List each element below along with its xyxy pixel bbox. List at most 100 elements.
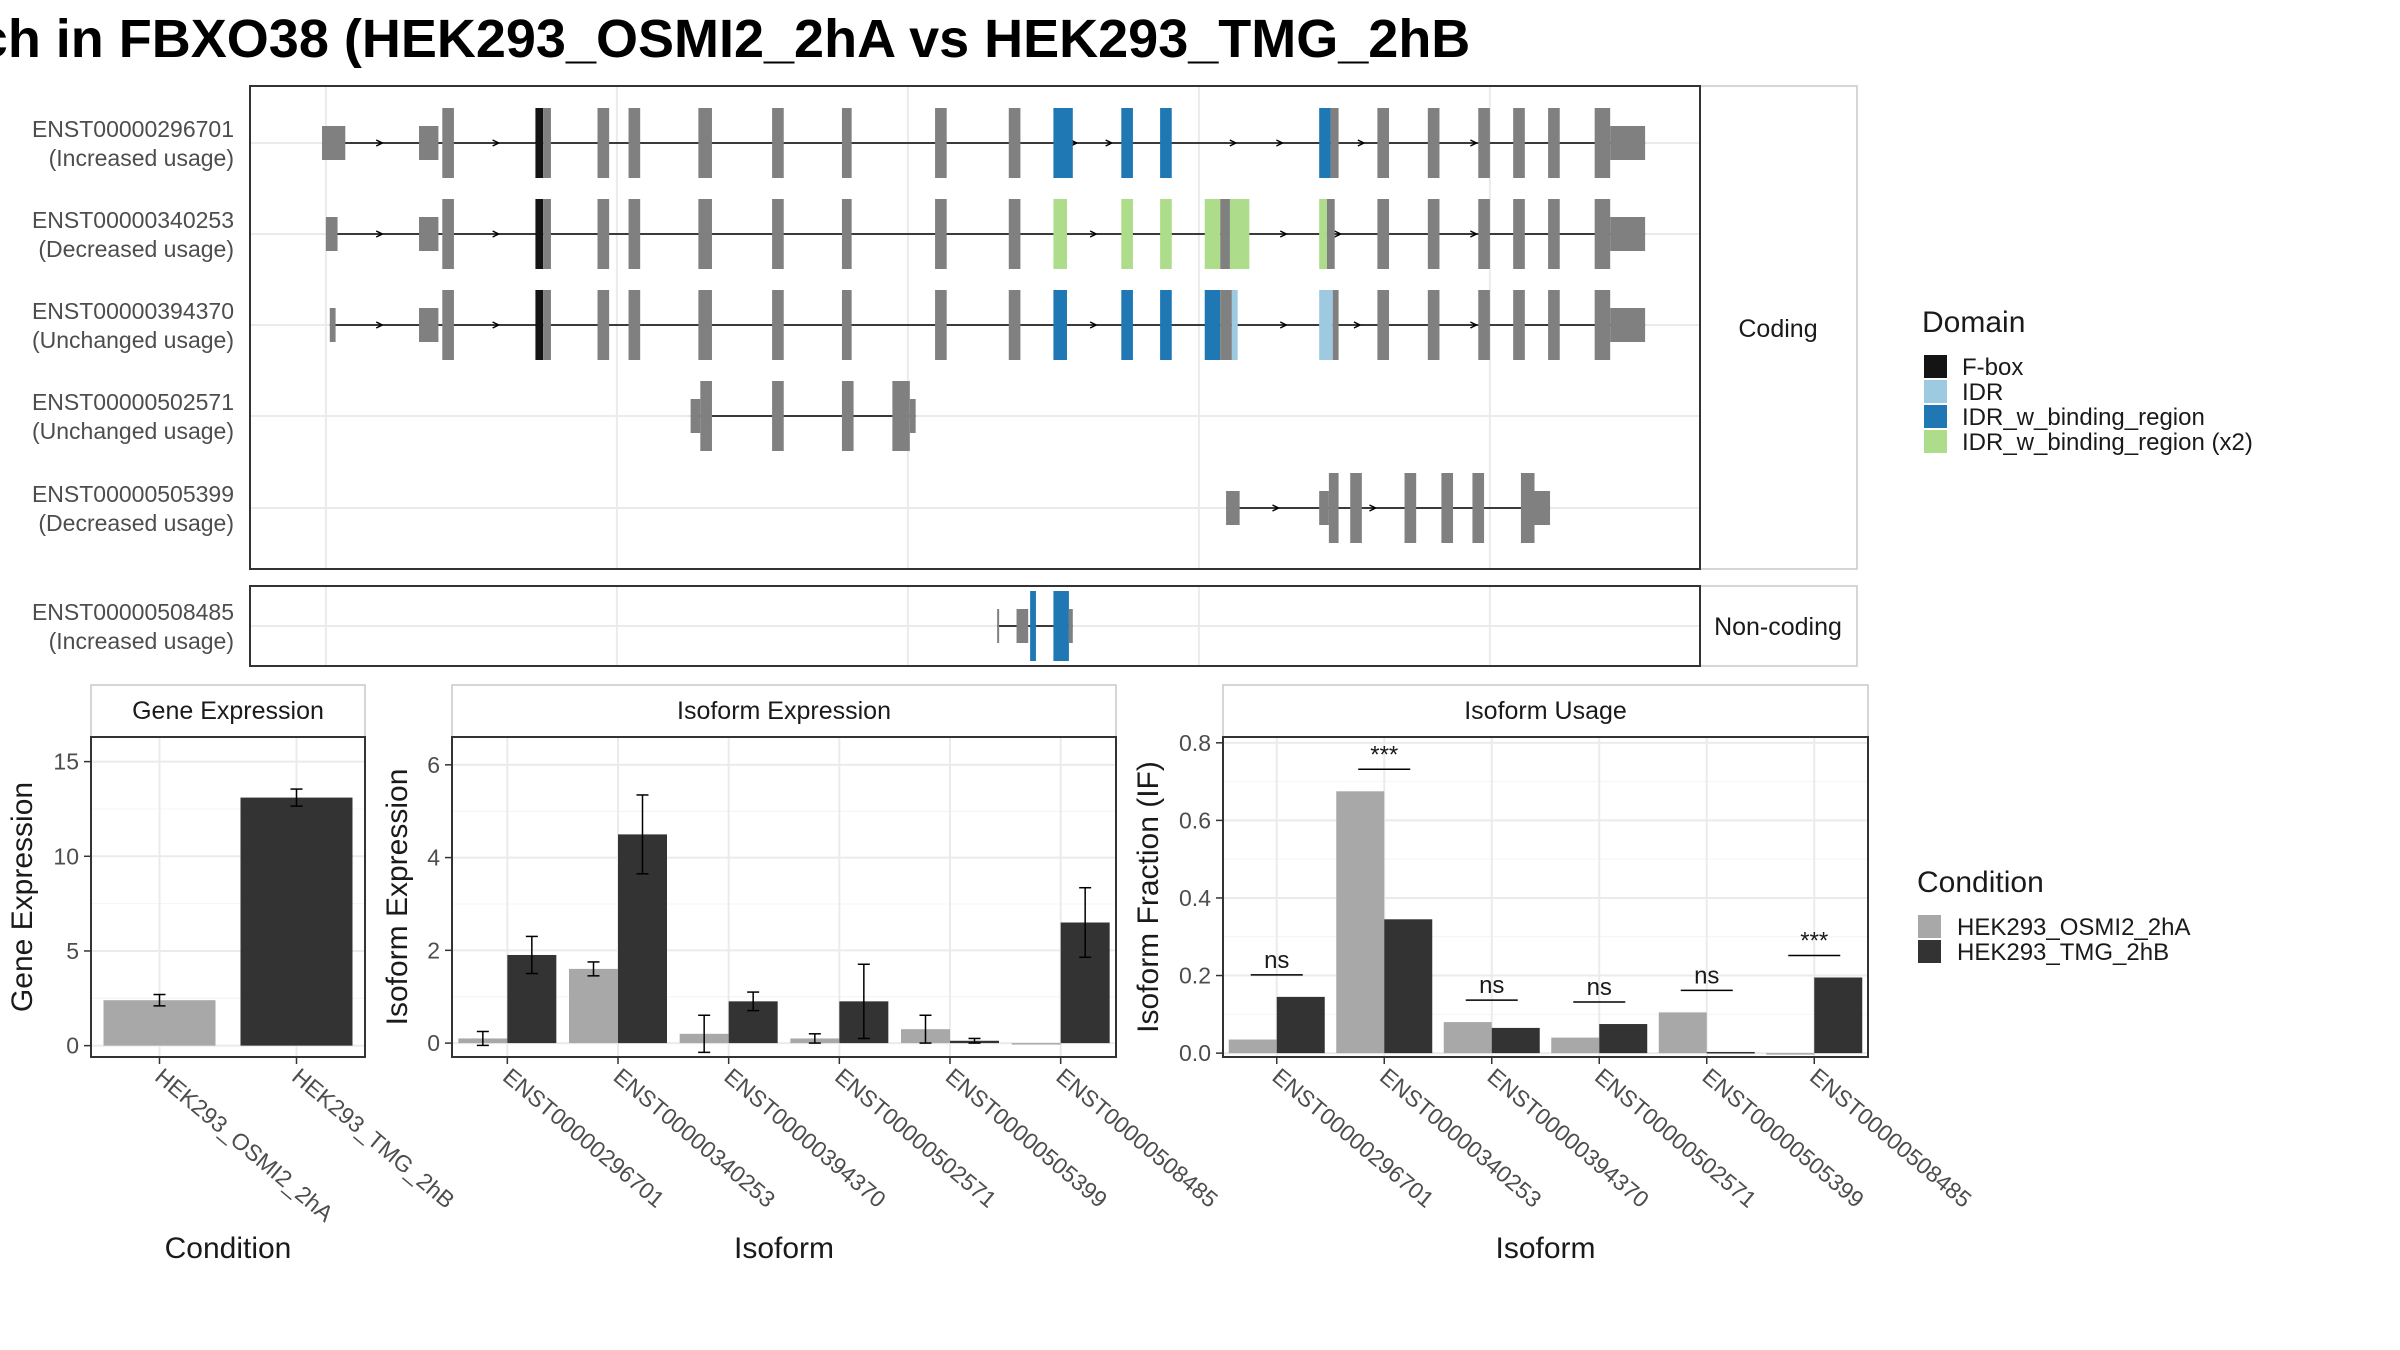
domain-legend-title: Domain <box>1922 306 2025 339</box>
domain-exon <box>1053 591 1069 661</box>
cds-exon <box>772 381 784 451</box>
strand-arrow <box>1470 139 1479 147</box>
y-tick-label: 0.8 <box>1179 730 1211 756</box>
bar <box>103 1000 216 1046</box>
y-tick-label: 0.6 <box>1179 807 1211 833</box>
cds-exon <box>1513 199 1525 269</box>
transcript-id-label: ENST00000505399 <box>32 481 234 507</box>
noncoding-strip <box>1699 585 1858 667</box>
strand-arrow <box>1276 139 1285 147</box>
figure-title: Gene isoform switch in FBXO38 (HEK293_OS… <box>0 9 1470 69</box>
x-axis-label: Condition <box>165 1232 292 1265</box>
transcript-id-label: ENST00000296701 <box>32 116 234 142</box>
utr-exon <box>419 308 439 342</box>
isoform-expression-chart: Isoform Expression 0 2 4 6 Isoform Expression… <box>381 684 1223 1265</box>
cds-exon <box>700 381 712 451</box>
strand-arrow <box>1279 321 1288 329</box>
transcript-usage-label: (Unchanged usage) <box>32 418 234 444</box>
strand-arrow <box>1279 230 1288 238</box>
condition-legend-title: Condition <box>1917 866 2044 899</box>
utr-exon <box>1534 491 1551 525</box>
bar <box>1551 1037 1600 1054</box>
strand-arrow <box>1369 504 1378 512</box>
domain-exon <box>1160 108 1172 178</box>
cds-exon <box>935 199 947 269</box>
transcript-row <box>1226 473 1551 543</box>
cds-exon <box>1220 290 1232 360</box>
coding-strip-label: Coding <box>1738 315 1817 343</box>
y-tick-label: 0 <box>427 1030 440 1056</box>
cds-exon <box>1330 108 1339 178</box>
domain-exon <box>535 108 544 178</box>
coding-panel-bg <box>250 86 1700 569</box>
cds-exon <box>1594 290 1611 360</box>
utr-exon <box>419 217 439 251</box>
strand-arrow <box>1470 230 1479 238</box>
panel-border <box>451 736 1117 1058</box>
domain-exon <box>535 199 544 269</box>
y-tick-label: 10 <box>53 843 79 869</box>
bar <box>1599 1024 1648 1054</box>
cds-exon <box>442 199 454 269</box>
panel-strip <box>451 684 1117 738</box>
transcript-row <box>322 108 1646 178</box>
strand-arrow <box>1272 504 1281 512</box>
coding-strip <box>1699 85 1858 570</box>
utr-exon <box>909 399 916 433</box>
noncoding-strip-label: Non-coding <box>1714 613 1842 641</box>
domain-exon <box>535 290 544 360</box>
y-tick-label: 5 <box>66 938 79 964</box>
cds-exon <box>442 290 454 360</box>
utr-exon <box>325 217 338 251</box>
bar <box>1276 996 1325 1054</box>
transcript-id-label: ENST00000340253 <box>32 207 234 233</box>
cds-exon <box>892 381 910 451</box>
domain-legend: Domain F-boxIDRIDR_w_binding_regionIDR_w_… <box>1922 306 2253 456</box>
significance-label: ns <box>1694 962 1719 989</box>
transcript-row <box>997 591 1073 661</box>
utr-exon <box>329 308 336 342</box>
y-tick-label: 0.4 <box>1179 885 1211 911</box>
cds-exon <box>1441 473 1454 543</box>
strand-arrow <box>492 230 501 238</box>
y-axis-label: Isoform Fraction (IF) <box>1132 761 1165 1033</box>
bar <box>1706 1051 1755 1054</box>
strand-arrow <box>375 139 384 147</box>
utr-exon <box>322 126 346 160</box>
domain-exon <box>1053 199 1067 269</box>
domain-exon <box>1231 290 1238 360</box>
panel-strip <box>90 684 366 738</box>
panel-border <box>1222 736 1869 1058</box>
cds-exon <box>1513 290 1525 360</box>
domain-legend-key <box>1924 355 1947 378</box>
cds-exon <box>442 108 454 178</box>
domain-legend-label: IDR <box>1962 379 2003 406</box>
domain-exon <box>1160 290 1172 360</box>
utr-exon <box>1319 491 1329 525</box>
domain-legend-label: IDR_w_binding_region <box>1962 404 2205 431</box>
cds-exon <box>628 199 641 269</box>
cds-exon <box>1478 199 1490 269</box>
significance-label: ns <box>1479 972 1504 999</box>
utr-exon <box>1610 308 1646 342</box>
cds-exon <box>1594 108 1611 178</box>
significance-label: ns <box>1264 947 1289 974</box>
domain-exon <box>1319 199 1327 269</box>
cds-exon <box>935 290 947 360</box>
domain-exon <box>1204 290 1221 360</box>
strand-arrow <box>492 139 501 147</box>
strand-arrow <box>1470 321 1479 329</box>
bar <box>1443 1022 1492 1054</box>
bar <box>1814 977 1863 1054</box>
transcript-row <box>325 199 1646 269</box>
bar <box>1658 1012 1707 1054</box>
cds-exon <box>841 290 852 360</box>
cds-exon <box>1332 290 1339 360</box>
cds-exon <box>597 108 610 178</box>
bar <box>1766 1053 1815 1055</box>
y-tick-label: 2 <box>427 937 440 963</box>
transcript-usage-label: (Increased usage) <box>49 145 234 171</box>
strand-arrow <box>1105 139 1114 147</box>
transcript-usage-label: (Increased usage) <box>49 628 234 654</box>
significance-label: ns <box>1587 974 1612 1001</box>
